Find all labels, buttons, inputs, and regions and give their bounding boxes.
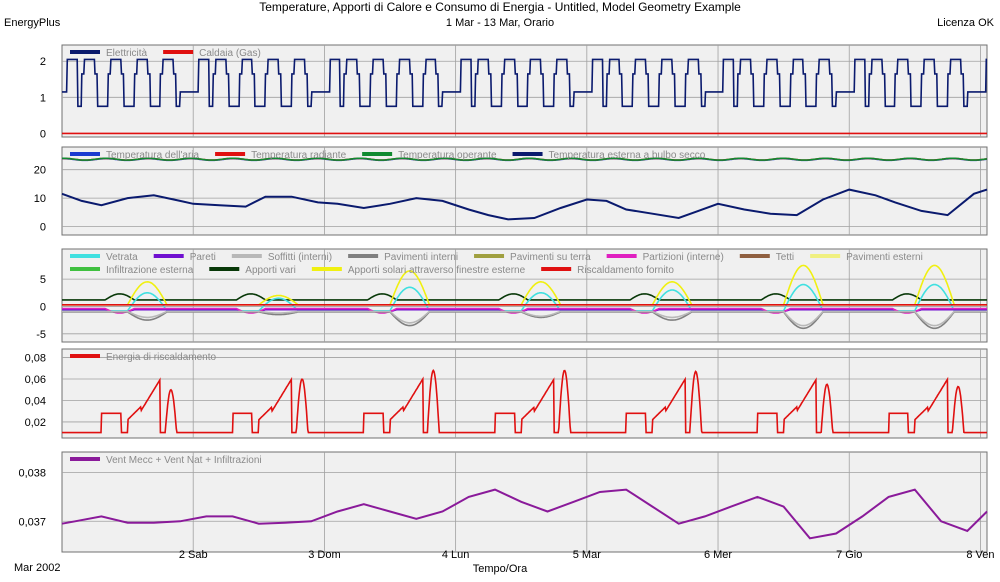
panel-frame [61, 146, 988, 236]
y-tick-label: 0,038 [18, 467, 46, 479]
legend-label: Energia di riscaldamento [106, 352, 216, 363]
y-tick-label: 0,06 [25, 374, 46, 386]
series-line [62, 368, 987, 434]
panel-frame [61, 348, 988, 439]
y-tick-label: 0,037 [18, 516, 46, 528]
legend-label: Pavimenti interni [384, 252, 458, 263]
x-tick-label: 7 Gio [836, 549, 862, 561]
y-tick-label: 2 [40, 56, 46, 68]
x-tick-label: 3 Dom [308, 549, 340, 561]
y-tick-label: 1 [40, 92, 46, 104]
date-label: Mar 2002 [14, 562, 61, 574]
x-tick-label: 8 Ven [966, 549, 994, 561]
legend-label: Infiltrazione esterna [106, 265, 194, 276]
y-tick-label: 5 [40, 274, 46, 286]
legend-label: Temperatura esterna a bulbo secco [549, 150, 706, 161]
legend-label: Pavimenti su terra [510, 252, 591, 263]
y-tick-label: 0 [40, 221, 46, 233]
license-status: Licenza OK [937, 17, 994, 29]
panel-heating: 0,02 0,04 0,06 0,08 Energia di riscaldamento [25, 348, 988, 439]
series-line [62, 310, 987, 327]
y-tick-label: -5 [36, 329, 46, 341]
legend-label: Vetrata [106, 252, 138, 263]
legend-label: Partizioni (interne) [643, 252, 724, 263]
chart-subtitle: 1 Mar - 13 Mar, Orario [445, 17, 555, 29]
series-line [61, 488, 988, 540]
panel-vent: 0,037 0,038 Vent Mecc + Vent Nat + Infiltr… [18, 451, 988, 553]
x-tick-label: 5 Mar [573, 549, 601, 561]
series-line [62, 157, 988, 161]
panel-frame [61, 248, 988, 343]
panel-energy: 0 1 2 Elettricità Caldaia (Gas) [40, 44, 988, 140]
panel-gains: -5 0 5 Vetrata Pareti Soffitti (interni) Pavim… [36, 248, 988, 343]
legend-label: Apporti vari [245, 265, 296, 276]
y-tick-label: 10 [34, 193, 46, 205]
legend-label: Caldaia (Gas) [199, 48, 261, 59]
x-tick-label: 2 Sab [179, 549, 208, 561]
legend-label: Temperatura operante [398, 150, 497, 161]
panel-temps: 0 10 20 Temperatura dell'aria Temperatura ra… [34, 146, 988, 236]
chart-title: Temperature, Apporti di Calore e Consumo… [259, 0, 741, 14]
legend-label: Elettricità [106, 48, 148, 59]
x-tick-label: 4 Lun [442, 549, 470, 561]
legend-label: Temperatura radiante [251, 150, 346, 161]
y-tick-label: 20 [34, 165, 46, 177]
legend-label: Riscaldamento fornito [577, 265, 674, 276]
series-line [62, 307, 987, 314]
y-tick-label: 0 [40, 301, 46, 313]
x-tick-label: 6 Mer [704, 549, 732, 561]
legend-label: Temperatura dell'aria [106, 150, 200, 161]
legend-label: Pareti [190, 252, 216, 263]
series-line [61, 188, 988, 221]
legend-label: Soffitti (interni) [268, 252, 332, 263]
y-tick-label: 0,02 [25, 417, 46, 429]
legend-label: Apporti solari attraverso finestre ester… [348, 265, 526, 276]
x-axis-label: Tempo/Ora [472, 563, 528, 575]
legend-label: Vent Mecc + Vent Nat + Infiltrazioni [106, 455, 262, 466]
legend-label: Tetti [776, 252, 794, 263]
y-tick-label: 0,04 [25, 395, 46, 407]
series-line [62, 58, 988, 108]
app-name: EnergyPlus [4, 17, 61, 29]
y-tick-label: 0 [40, 128, 46, 140]
legend-label: Pavimenti esterni [846, 252, 923, 263]
y-tick-label: 0,08 [25, 353, 46, 365]
